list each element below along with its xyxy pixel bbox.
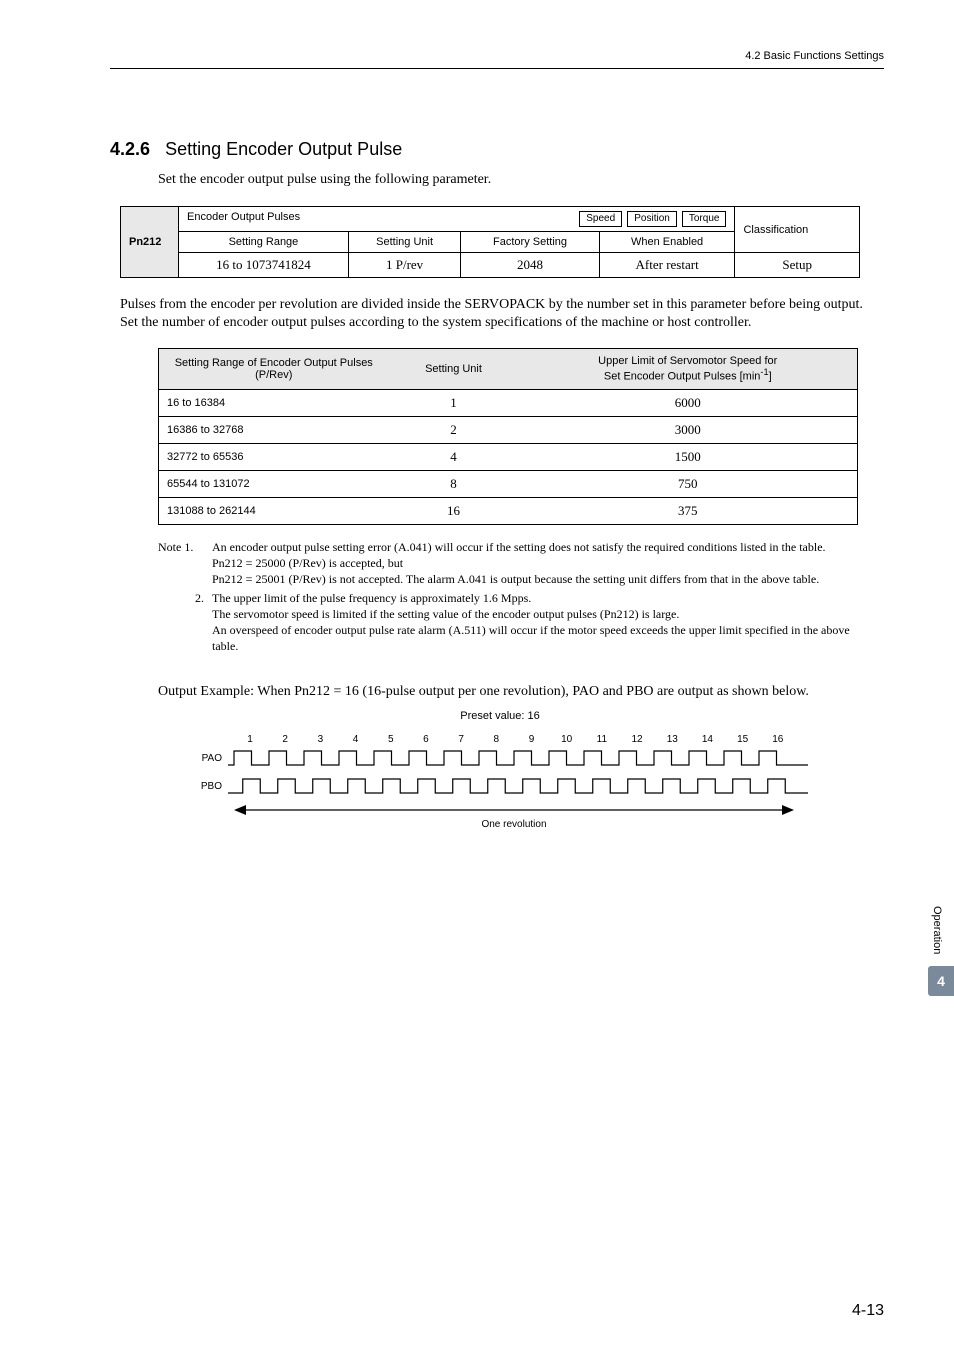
chapter-box: 4 [928, 966, 954, 996]
timing-diagram: Preset value: 16 12345678910111213141516… [190, 710, 884, 830]
note1c-text: Pn212 = 25001 (P/Rev) is not accepted. T… [212, 572, 819, 586]
pao-label: PAO [190, 753, 228, 764]
intro-text: Set the encoder output pulse using the f… [158, 172, 884, 188]
note2-body: The upper limit of the pulse frequency i… [212, 590, 874, 655]
note1b-text: Pn212 = 25000 (P/Rev) is accepted, but [212, 556, 403, 570]
pulse-numbers: 12345678910111213141516 [234, 734, 794, 745]
output-example-text: Output Example: When Pn212 = 16 (16-puls… [158, 684, 874, 700]
param-h-range: Setting Range [179, 232, 349, 253]
output-text: When Pn212 = 16 (16-pulse output per one… [257, 684, 809, 699]
tag-position: Position [627, 211, 677, 227]
pbo-label: PBO [190, 781, 228, 792]
rt-h3sup: -1 [760, 367, 768, 377]
pao-waveform [228, 747, 808, 769]
param-title: Encoder Output Pulses [187, 211, 300, 223]
table-row: 32772 to 6553641500 [159, 444, 858, 471]
rt-h1: Setting Range of Encoder Output Pulses (… [159, 349, 389, 390]
param-classification-header: Classification [735, 207, 860, 253]
section-title-text: Setting Encoder Output Pulse [165, 139, 402, 159]
param-unit: 1 P/rev [348, 253, 460, 278]
note2c-text: An overspeed of encoder output pulse rat… [212, 623, 850, 653]
revolution-label: One revolution [234, 819, 794, 830]
note1-body: An encoder output pulse setting error (A… [212, 539, 874, 588]
note1-text: An encoder output pulse setting error (A… [212, 540, 826, 554]
page-number: 4-13 [852, 1302, 884, 1320]
tag-torque: Torque [682, 211, 727, 227]
param-pn: Pn212 [121, 207, 179, 278]
pao-row: PAO [190, 747, 884, 769]
range-table: Setting Range of Encoder Output Pulses (… [158, 348, 858, 525]
rt-h2: Setting Unit [389, 349, 519, 390]
param-h-when: When Enabled [599, 232, 735, 253]
rt-h3b: Set Encoder Output Pulses [min [604, 371, 761, 383]
arrow-row [234, 803, 794, 817]
parameter-table: Pn212 Encoder Output Pulses Speed Positi… [120, 206, 860, 278]
preset-label: Preset value: 16 [190, 710, 810, 722]
rt-h3end: ] [769, 371, 772, 383]
pbo-row: PBO [190, 775, 884, 797]
param-factory: 2048 [461, 253, 599, 278]
note1-label: Note 1. [158, 539, 212, 588]
header-rule [110, 68, 884, 69]
param-when: After restart [599, 253, 735, 278]
section-title: 4.2.6 Setting Encoder Output Pulse [110, 139, 884, 160]
tag-speed: Speed [579, 211, 622, 227]
table-row: 16 to 1638416000 [159, 390, 858, 417]
side-tab: Operation 4 [928, 900, 954, 996]
note2-text: The upper limit of the pulse frequency i… [212, 591, 531, 605]
revolution-arrow [234, 803, 794, 817]
param-h-unit: Setting Unit [348, 232, 460, 253]
header-section-ref: 4.2 Basic Functions Settings [110, 50, 884, 62]
rt-h3a: Upper Limit of Servomotor Speed for [598, 355, 777, 367]
note2-label: 2. [158, 590, 212, 655]
table-row: 65544 to 1310728750 [159, 471, 858, 498]
param-range: 16 to 1073741824 [179, 253, 349, 278]
param-class: Setup [735, 253, 860, 278]
paragraph-1: Pulses from the encoder per revolution a… [120, 296, 874, 332]
param-title-cell: Encoder Output Pulses Speed Position Tor… [179, 207, 735, 232]
operation-label: Operation [928, 900, 946, 960]
section-number: 4.2.6 [110, 139, 150, 159]
output-lead: Output Example: [158, 684, 257, 699]
notes-block: Note 1. An encoder output pulse setting … [158, 539, 874, 654]
param-tags: Speed Position Torque [577, 211, 726, 227]
note2b-text: The servomotor speed is limited if the s… [212, 607, 679, 621]
pbo-waveform [228, 775, 808, 797]
param-h-factory: Factory Setting [461, 232, 599, 253]
page-container: 4.2 Basic Functions Settings 4.2.6 Setti… [0, 0, 954, 1350]
rt-h3: Upper Limit of Servomotor Speed for Set … [519, 349, 858, 390]
rt-body: 16 to 1638416000 16386 to 3276823000 327… [159, 390, 858, 525]
table-row: 131088 to 26214416375 [159, 498, 858, 525]
table-row: 16386 to 3276823000 [159, 417, 858, 444]
